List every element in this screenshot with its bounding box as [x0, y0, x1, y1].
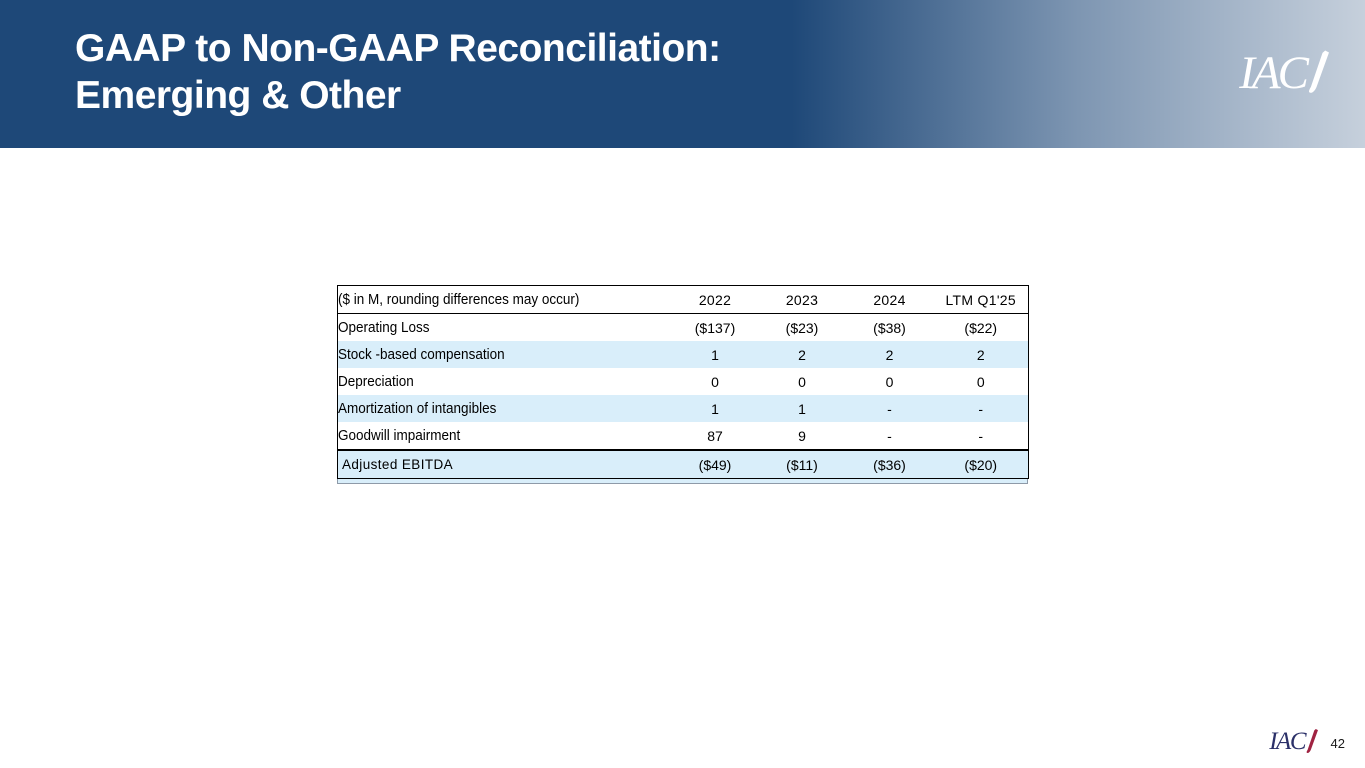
gaap-table: ($ in M, rounding differences may occur)… — [337, 285, 1029, 479]
cell-value: ($38) — [873, 319, 906, 336]
iac-logo-footer: IAC — [1269, 729, 1318, 754]
cell-value: ($22) — [964, 319, 998, 336]
cell-value: ($49) — [671, 449, 759, 479]
table-row-amortization: Amortization of intangibles 1 1 - - — [337, 395, 1029, 422]
row-label: Amortization of intangibles — [338, 400, 497, 417]
column-header-2024: 2024 — [845, 285, 934, 314]
cell-value: - — [845, 395, 934, 422]
cell-value: 0 — [976, 373, 985, 390]
page-title-line1: GAAP to Non-GAAP Reconciliation: — [75, 27, 721, 70]
table-row-adjusted-ebitda: Adjusted EBITDA ($49) ($11) ($36) ($20) — [337, 449, 1029, 479]
iac-logo-text: IAC — [1269, 728, 1306, 755]
table-row-goodwill: Goodwill impairment 87 9 - - — [338, 422, 1029, 450]
cell-value: ($137) — [694, 319, 736, 336]
cell-value: 9 — [798, 427, 806, 444]
cell-value: 1 — [671, 341, 759, 368]
cell-value: 0 — [798, 373, 806, 390]
row-label: Stock -based compensation — [338, 346, 505, 363]
cell-value: 2 — [933, 341, 1029, 368]
cell-value: ($11) — [758, 449, 846, 479]
column-header-2022: 2022 — [671, 285, 759, 314]
cell-value: 87 — [707, 427, 723, 444]
table-bottom-edge — [337, 479, 1028, 484]
cell-value: 2 — [758, 341, 846, 368]
cell-value: ($20) — [933, 449, 1029, 479]
reconciliation-table: ($ in M, rounding differences may occur)… — [337, 285, 1029, 484]
row-label: Adjusted EBITDA — [337, 449, 672, 479]
cell-value: 1 — [671, 395, 759, 422]
table-row-depreciation: Depreciation 0 0 0 0 — [338, 368, 1029, 395]
row-label: Operating Loss — [338, 319, 430, 336]
iac-logo-text: IAC — [1239, 47, 1309, 99]
cell-value: - — [933, 395, 1029, 422]
column-header-ltm: LTM Q1'25 — [933, 285, 1029, 314]
page-number: 42 — [1330, 736, 1345, 751]
cell-value: 2 — [845, 341, 934, 368]
table-note: ($ in M, rounding differences may occur) — [338, 291, 580, 308]
row-label: Goodwill impairment — [338, 427, 461, 444]
cell-value: 1 — [758, 395, 846, 422]
table-row-operating-loss: Operating Loss ($137) ($23) ($38) ($22) — [338, 314, 1029, 342]
cell-value: 0 — [885, 373, 894, 390]
iac-logo-header: IAC — [1239, 47, 1329, 99]
cell-value: - — [978, 427, 984, 444]
page-title-line2: Emerging & Other — [75, 74, 401, 117]
cell-value: ($36) — [845, 449, 934, 479]
iac-check-icon — [1308, 50, 1329, 93]
row-label: Depreciation — [338, 373, 414, 390]
table-row-stock-comp: Stock -based compensation 1 2 2 2 — [337, 341, 1029, 368]
table-header-row: ($ in M, rounding differences may occur)… — [337, 285, 1029, 314]
page-title: GAAP to Non-GAAP Reconciliation: Emergin… — [75, 25, 721, 119]
iac-check-icon — [1306, 729, 1318, 754]
cell-value: 0 — [711, 373, 719, 390]
cell-value: - — [887, 427, 892, 444]
header-band: GAAP to Non-GAAP Reconciliation: Emergin… — [0, 0, 1365, 148]
cell-value: ($23) — [785, 319, 819, 336]
column-header-2023: 2023 — [758, 285, 846, 314]
